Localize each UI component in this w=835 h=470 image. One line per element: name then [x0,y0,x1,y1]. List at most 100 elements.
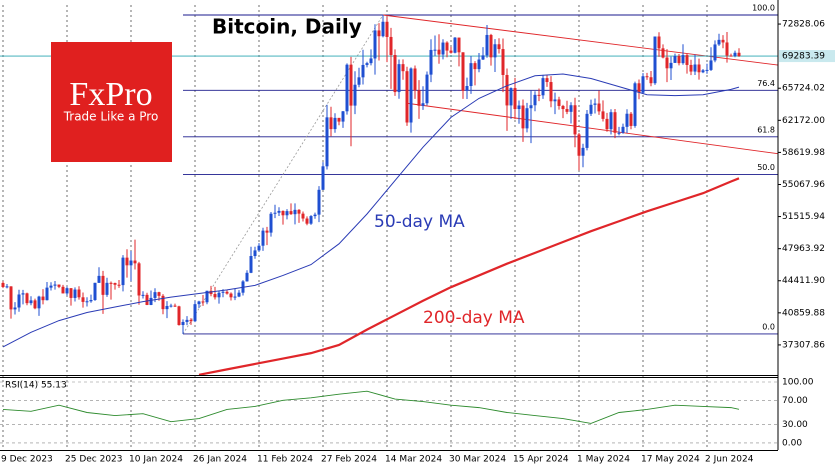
y-tick-label: 47963.92 [782,244,825,254]
candle-body [285,211,289,216]
candle-body [157,292,161,296]
candle-body [561,105,565,110]
fib-label: 0.0 [762,322,775,331]
candle-body [725,42,729,56]
y-tick-label: 62172.00 [782,116,825,126]
candle-body [581,147,585,156]
candle-body [133,260,137,264]
rsi-title: RSI(14) 55.13 [5,381,67,391]
candle-body [633,83,637,126]
candle-body [213,294,217,298]
candle-body [169,305,173,307]
candle-body [569,105,573,112]
candle-body [433,49,437,51]
candle-body [281,210,285,216]
candle-body [277,210,281,213]
candle-body [97,275,101,283]
line [2,390,740,424]
candle-body [377,30,381,37]
candle-body [401,64,405,72]
candle-body [597,103,601,112]
candle-body [693,64,697,72]
rsi-panel [0,381,778,444]
candle-body [501,49,505,75]
candle-body [733,52,737,56]
candle-body [525,108,529,129]
candle-body [17,294,21,308]
fib-label: 50.0 [757,163,775,172]
series-label: 50-day MA [374,212,465,232]
candle-body [345,64,349,112]
candle-body [737,52,741,57]
candle-body [125,257,129,266]
candle-body [225,291,229,294]
candle-body [621,126,625,133]
line [2,73,740,348]
y-tick-label: 58619.98 [782,148,825,158]
candle-body [205,290,209,303]
candle-body [601,111,605,119]
candle-body [649,77,653,84]
candle-body [729,55,733,57]
y-tick-label: 55067.96 [782,180,825,190]
candle-body [313,214,317,217]
candle-body [129,260,133,266]
candle-body [625,113,629,127]
line [198,177,740,375]
candle-body [521,105,525,129]
channel-line [382,14,778,66]
candle-body [293,209,297,215]
candle-body [353,84,357,106]
candle-body [369,58,373,64]
candle-body [33,300,37,309]
candle-body [665,57,669,69]
x-tick-label: 2 Jun 2024 [705,455,754,465]
y-tick-label: 37307.86 [782,340,825,350]
candle-body [341,111,345,122]
candle-body [637,83,641,93]
candle-body [705,69,709,71]
candle-body [173,305,177,307]
candle-body [413,68,417,91]
candle-body [697,64,701,73]
candle-body [485,34,489,56]
chart-title: Bitcoin, Daily [212,15,362,39]
candle-body [321,166,325,190]
last-price-label: 69283.39 [782,52,825,62]
x-tick-label: 17 May 2024 [641,455,700,465]
candle-body [29,300,33,304]
candle-body [609,112,613,130]
candle-body [237,292,241,297]
candle-body [717,39,721,45]
candle-body [149,297,153,305]
candle-body [77,289,81,298]
candle-body [565,109,569,112]
x-tick-label: 25 Dec 2023 [65,455,123,465]
candle-body [229,293,233,298]
candle-body [289,211,293,215]
logo-name: FxPro [69,76,152,113]
candle-body [397,64,401,93]
x-tick-label: 26 Jan 2024 [193,455,247,465]
rsi-tick-label: 30.00 [782,420,808,430]
candle-body [481,55,485,60]
y-tick-label: 72828.06 [782,20,825,30]
candle-body [517,105,521,110]
candle-body [513,88,517,110]
candle-body [677,56,681,64]
y-tick-label: 51515.94 [782,212,825,222]
candle-body [373,30,377,59]
candle-body [661,48,665,58]
candle-body [497,44,501,50]
candle-body [257,245,261,251]
candle-body [189,319,193,322]
rsi-tick-label: 70.00 [782,396,808,406]
candle-body [357,77,361,85]
candle-body [41,296,45,301]
candle-body [573,105,577,135]
candle-body [673,56,677,63]
candle-body [361,64,365,78]
x-tick-label: 15 Apr 2024 [513,455,569,465]
candle-body [297,209,301,214]
candle-body [269,213,273,233]
